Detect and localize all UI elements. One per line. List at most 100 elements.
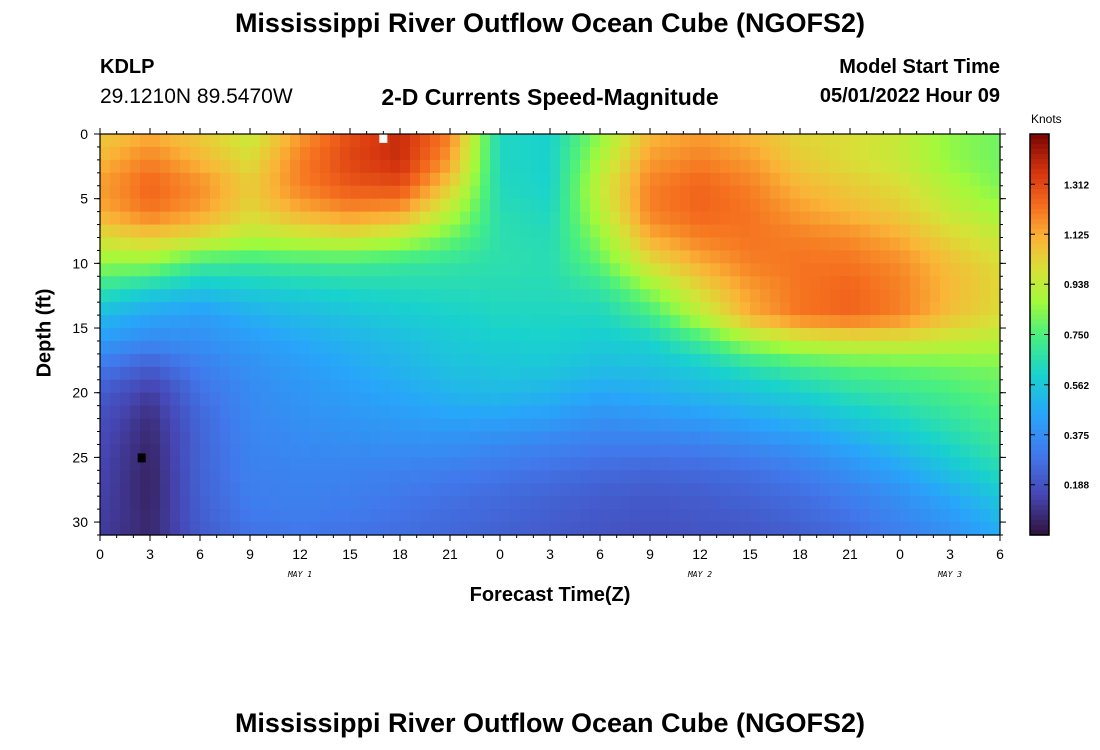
heatmap-cell xyxy=(520,405,531,420)
heatmap-cell xyxy=(900,172,911,187)
heatmap-cell xyxy=(440,340,451,355)
heatmap-cell xyxy=(390,263,401,277)
heatmap-cell xyxy=(260,353,271,368)
heatmap-cell xyxy=(450,483,461,497)
heatmap-cell xyxy=(180,509,191,523)
heatmap-cell xyxy=(870,276,881,290)
heatmap-cell xyxy=(330,457,341,471)
heatmap-cell xyxy=(950,134,961,148)
heatmap-cell xyxy=(150,392,161,407)
heatmap-cell xyxy=(970,353,981,368)
heatmap-cell xyxy=(260,263,271,277)
heatmap-cell xyxy=(450,328,461,342)
heatmap-cell xyxy=(230,289,241,303)
heatmap-cell xyxy=(150,315,161,329)
heatmap-cell xyxy=(490,315,501,329)
heatmap-cell xyxy=(870,237,881,252)
heatmap-cell xyxy=(830,418,841,433)
heatmap-cell xyxy=(380,263,391,277)
heatmap-cell xyxy=(290,405,301,420)
heatmap-cell xyxy=(940,172,951,187)
heatmap-cell xyxy=(140,159,151,174)
heatmap-cell xyxy=(270,405,281,420)
heatmap-cell xyxy=(560,379,571,394)
heatmap-cell xyxy=(700,340,711,355)
heatmap-cell xyxy=(690,172,701,187)
heatmap-cell xyxy=(170,134,181,148)
heatmap-cell xyxy=(270,211,281,226)
heatmap-cell xyxy=(930,522,941,536)
heatmap-cell xyxy=(770,405,781,420)
colorbar-segment xyxy=(1030,254,1049,260)
heatmap-cell xyxy=(550,185,561,200)
heatmap-cell xyxy=(320,457,331,471)
heatmap-cell xyxy=(890,276,901,290)
heatmap-cell xyxy=(520,185,531,200)
heatmap-cell xyxy=(550,509,561,523)
heatmap-cell xyxy=(260,134,271,148)
heatmap-cell xyxy=(680,198,691,213)
heatmap-cell xyxy=(510,134,521,148)
heatmap-cell xyxy=(210,353,221,368)
heatmap-cell xyxy=(820,353,831,368)
heatmap-cell xyxy=(610,328,621,342)
heatmap-cell xyxy=(650,470,661,484)
heatmap-cell xyxy=(290,431,301,446)
heatmap-cell xyxy=(760,250,771,264)
heatmap-cell xyxy=(710,509,721,523)
heatmap-cell xyxy=(170,172,181,187)
heatmap-cell xyxy=(950,431,961,446)
heatmap-cell xyxy=(400,483,411,497)
heatmap-cell xyxy=(780,237,791,252)
heatmap-cell xyxy=(110,522,121,536)
heatmap-cell xyxy=(380,418,391,433)
heatmap-cell xyxy=(590,224,601,239)
heatmap-cell xyxy=(160,237,171,252)
colorbar-segment xyxy=(1030,239,1049,245)
heatmap-cell xyxy=(940,224,951,239)
heatmap-cell xyxy=(180,379,191,394)
heatmap-cell xyxy=(830,366,841,381)
heatmap-cell xyxy=(580,379,591,394)
heatmap-cell xyxy=(870,302,881,316)
heatmap-cell xyxy=(510,250,521,264)
heatmap-cell xyxy=(660,366,671,381)
heatmap-cell xyxy=(420,522,431,536)
heatmap-cell xyxy=(660,224,671,239)
heatmap-cell xyxy=(810,276,821,290)
heatmap-cell xyxy=(750,353,761,368)
heatmap-cell xyxy=(770,496,781,510)
heatmap-cell xyxy=(210,392,221,407)
x-tick-label: 6 xyxy=(996,546,1004,562)
heatmap-cell xyxy=(450,405,461,420)
heatmap-cell xyxy=(300,405,311,420)
heatmap-cell xyxy=(730,483,741,497)
heatmap-cell xyxy=(750,444,761,458)
heatmap-cell xyxy=(530,211,541,226)
heatmap-cell xyxy=(120,146,131,161)
heatmap-cell xyxy=(580,198,591,213)
x-tick-label: 6 xyxy=(196,546,204,562)
heatmap-cell xyxy=(490,211,501,226)
heatmap-cell xyxy=(440,289,451,303)
heatmap-cell xyxy=(860,315,871,329)
heatmap-cell xyxy=(460,263,471,277)
heatmap-cell xyxy=(920,185,931,200)
heatmap-cell xyxy=(310,328,321,342)
heatmap-cell xyxy=(360,457,371,471)
heatmap-cell xyxy=(350,172,361,187)
heatmap-cell xyxy=(880,483,891,497)
heatmap-cell xyxy=(350,185,361,200)
colorbar-segment xyxy=(1030,409,1049,416)
heatmap-cell xyxy=(740,172,751,187)
heatmap-cell xyxy=(320,340,331,355)
heatmap-cell xyxy=(530,302,541,316)
heatmap-cell xyxy=(550,237,561,252)
heatmap-cell xyxy=(860,172,871,187)
heatmap-cell xyxy=(660,172,671,187)
heatmap-cell xyxy=(640,444,651,458)
heatmap-cell xyxy=(870,263,881,277)
heatmap-cell xyxy=(780,315,791,329)
heatmap-cell xyxy=(270,159,281,174)
heatmap-cell xyxy=(310,340,321,355)
